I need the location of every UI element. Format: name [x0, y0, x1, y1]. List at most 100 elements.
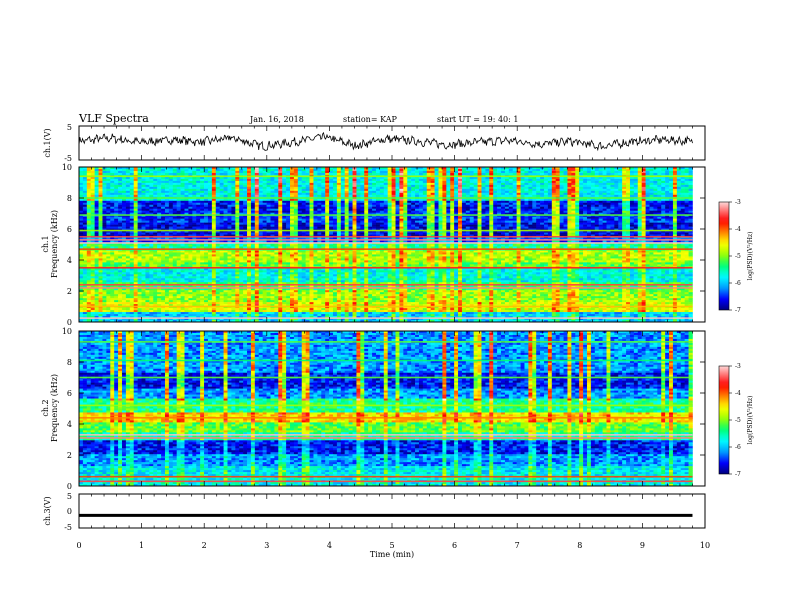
spectrogram-cell: [239, 228, 244, 231]
spectrogram-cell: [454, 218, 459, 221]
spectrogram-cell: [504, 226, 510, 229]
spectrogram-cell: [626, 178, 631, 182]
spectrogram-cell: [262, 190, 267, 194]
spectrogram-cell: [407, 210, 412, 214]
spectrogram-cell: [243, 172, 248, 176]
spectrogram-cell: [551, 194, 557, 198]
spectrogram-cell: [239, 188, 244, 192]
spectrogram-cell: [618, 172, 623, 176]
spectrogram-cell: [594, 178, 599, 182]
spectrogram-cell: [309, 178, 314, 182]
spectrogram-cell: [356, 168, 361, 172]
spectrogram-cell: [379, 222, 385, 225]
spectrogram-cell: [422, 188, 428, 192]
spectrogram-cell: [434, 182, 439, 186]
spectrogram-cell: [274, 212, 279, 215]
spectrogram-cell: [149, 188, 154, 192]
spectrogram-cell: [379, 206, 385, 210]
spectrogram-cell: [473, 178, 478, 182]
spectrogram-cell: [227, 176, 232, 180]
spectrogram-cell: [403, 208, 408, 212]
spectrogram-cell: [598, 198, 603, 202]
spectrogram-cell: [399, 218, 404, 221]
spectrogram-cell: [336, 188, 342, 192]
spectrogram-cell: [106, 204, 111, 208]
spectrogram-cell: [161, 200, 166, 204]
spectrogram-cell: [688, 172, 693, 176]
spectrogram-cell: [614, 216, 619, 219]
spectrogram-cell: [184, 220, 189, 223]
spectrogram-cell: [481, 176, 486, 180]
spectrogram-cell: [559, 208, 564, 212]
spectrogram-cell: [317, 200, 322, 204]
spectrogram-cell: [258, 178, 263, 182]
spectrogram-cell: [395, 206, 400, 210]
spectrogram-cell: [219, 167, 224, 170]
spectrogram-cell: [540, 222, 545, 225]
spectrogram-cell: [547, 192, 553, 196]
spectrogram-cell: [485, 220, 490, 223]
spectrogram-cell: [141, 200, 146, 204]
spectrogram-cell: [649, 220, 654, 223]
spectrogram-cell: [520, 167, 525, 170]
spectrogram-cell: [559, 218, 564, 221]
spectrogram-cell: [559, 212, 564, 215]
spectrogram-cell: [551, 180, 557, 184]
spectrogram-cell: [465, 200, 471, 204]
spectrogram-cell: [360, 172, 365, 176]
spectrogram-cell: [266, 204, 271, 208]
spectrogram-cell: [321, 167, 326, 170]
spectrogram-cell: [641, 222, 646, 225]
spectrogram-cell: [450, 170, 455, 174]
spectrogram-cell: [528, 210, 533, 214]
spectrogram-cell: [415, 184, 420, 188]
spectrogram-cell: [430, 202, 435, 206]
spectrogram-cell: [688, 186, 693, 190]
spectrogram-cell: [653, 184, 658, 188]
spectrogram-cell: [618, 184, 623, 188]
spectrogram-cell: [348, 194, 353, 198]
spectrogram-cell: [340, 226, 346, 229]
spectrogram-cell: [180, 176, 185, 180]
spectrogram-cell: [372, 186, 377, 190]
spectrogram-cell: [489, 198, 494, 202]
spectrogram-cell: [669, 186, 674, 190]
spectrogram-cell: [629, 198, 635, 202]
spectrogram-cell: [141, 172, 146, 176]
spectrogram-cell: [247, 204, 252, 208]
spectrogram-cell: [266, 218, 271, 221]
spectrogram-cell: [352, 198, 357, 202]
spectrogram-cell: [102, 198, 107, 202]
spectrogram-cell: [360, 202, 365, 206]
spectrogram-cell: [164, 170, 170, 174]
spectrogram-cell: [176, 194, 181, 198]
spectrogram-cell: [325, 212, 330, 215]
spectrogram-cell: [309, 204, 314, 208]
spectrogram-cell: [626, 226, 631, 229]
spectrogram-cell: [309, 226, 314, 229]
spectrogram-cell: [329, 186, 334, 190]
spectrogram-cell: [622, 188, 627, 192]
spectrogram-cell: [442, 226, 447, 229]
spectrogram-cell: [508, 216, 514, 219]
spectrogram-cell: [434, 208, 439, 212]
spectrogram-cell: [426, 224, 431, 227]
spectrogram-cell: [399, 188, 404, 192]
spectrogram-cell: [653, 167, 658, 170]
spectrogram-cell: [579, 206, 584, 210]
spectrogram-cell: [594, 176, 599, 180]
spectrogram-cell: [461, 170, 467, 174]
spectrogram-cell: [344, 220, 349, 223]
spectrogram-cell: [254, 222, 260, 225]
spectrogram-cell: [372, 167, 377, 170]
spectrogram-cell: [645, 186, 650, 190]
spectrogram-cell: [391, 198, 396, 202]
spectrogram-cell: [145, 170, 150, 174]
spectrogram-cell: [161, 212, 166, 215]
spectrogram-cell: [485, 222, 490, 225]
spectrogram-cell: [633, 216, 639, 219]
spectrogram-cell: [594, 200, 599, 204]
spectrogram-cell: [325, 176, 330, 180]
spectrogram-cell: [309, 176, 314, 180]
spectrogram-cell: [653, 192, 658, 196]
